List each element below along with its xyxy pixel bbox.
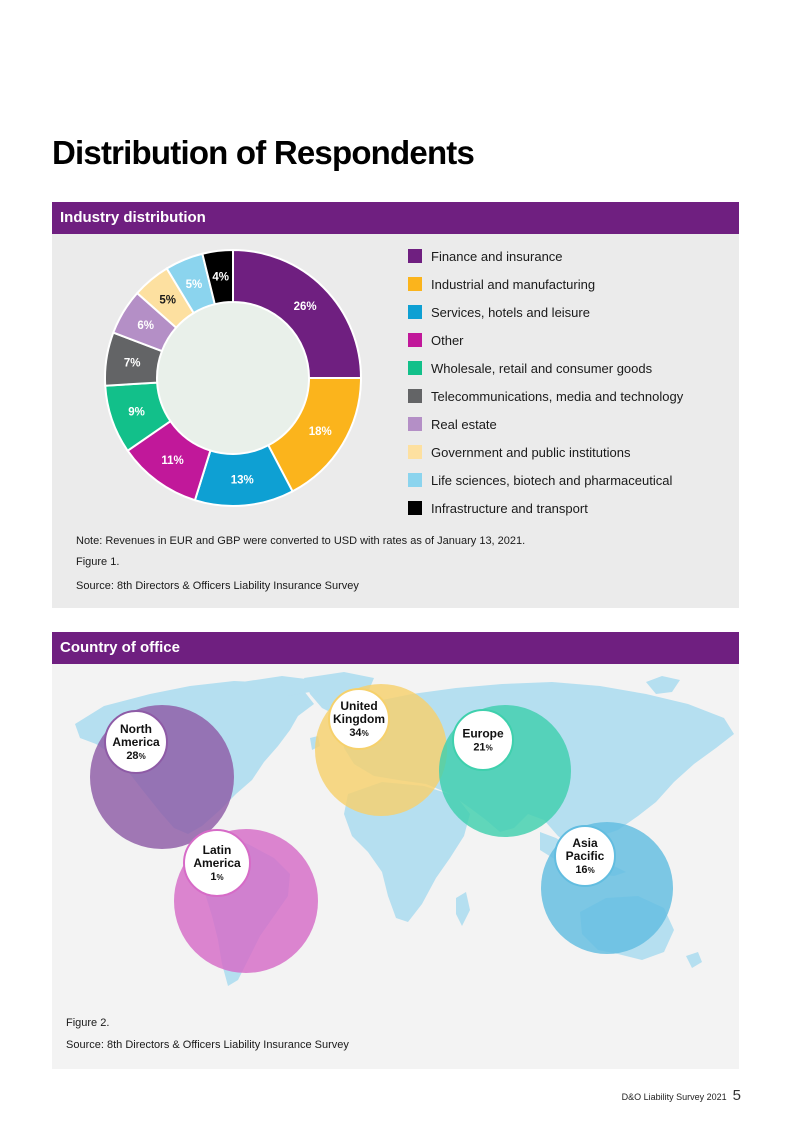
donut-data-label: 7% — [124, 358, 141, 370]
donut-data-label: 5% — [159, 295, 176, 307]
legend-label: Other — [431, 332, 464, 348]
legend-item-life-sciences-biotech-and-pharmaceutical: Life sciences, biotech and pharmaceutica… — [408, 466, 683, 494]
legend-label: Real estate — [431, 416, 497, 432]
region-label-badge-asia-pacific — [554, 825, 616, 887]
legend-item-telecommunications-media-and-technology: Telecommunications, media and technology — [408, 382, 683, 410]
donut-data-label: 11% — [161, 455, 183, 467]
region-share: 34% — [349, 727, 368, 739]
legend-item-services-hotels-and-leisure: Services, hotels and leisure — [408, 298, 683, 326]
legend-label: Life sciences, biotech and pharmaceutica… — [431, 472, 673, 488]
donut-data-label: 5% — [186, 279, 203, 291]
legend-swatch — [408, 445, 422, 459]
legend-swatch — [408, 333, 422, 347]
page-footer: D&O Liability Survey 2021 5 — [622, 1087, 741, 1104]
figure-1-label: Figure 1. — [76, 556, 120, 568]
donut-data-label: 18% — [309, 426, 332, 438]
figure-1-source: Source: 8th Directors & Officers Liabili… — [76, 580, 359, 592]
legend-swatch — [408, 361, 422, 375]
industry-legend: Finance and insurance Industrial and manu… — [408, 242, 683, 522]
region-name: Pacific — [566, 849, 605, 863]
legend-item-real-estate: Real estate — [408, 410, 683, 438]
industry-panel: 26% 18% 13% 11% 9% 7% 6% 5% 5% 4% Finance and ins… — [52, 234, 739, 608]
figure-2-label: Figure 2. — [66, 1017, 110, 1029]
donut-data-label: 9% — [128, 406, 145, 418]
legend-item-other: Other — [408, 326, 683, 354]
legend-label: Finance and insurance — [431, 248, 563, 264]
legend-label: Government and public institutions — [431, 444, 631, 460]
region-share: 1% — [210, 871, 223, 883]
legend-swatch — [408, 473, 422, 487]
region-label-badge-united-kingdom — [328, 688, 390, 750]
region-label-badge-europe — [452, 709, 514, 771]
figure-2-source: Source: 8th Directors & Officers Liabili… — [66, 1039, 349, 1051]
page-number: 5 — [732, 1087, 741, 1104]
region-name: Asia — [572, 836, 598, 850]
region-name: Kingdom — [333, 712, 385, 726]
region-name: America — [112, 735, 160, 749]
legend-swatch — [408, 389, 422, 403]
legend-swatch — [408, 417, 422, 431]
legend-item-finance-and-insurance: Finance and insurance — [408, 242, 683, 270]
country-panel: North America 28% Latin America 1% United Kingd… — [52, 664, 739, 1069]
region-label-badge-north-america — [104, 710, 168, 774]
page-title: Distribution of Respondents — [52, 134, 475, 171]
region-share: 16% — [575, 864, 594, 876]
legend-swatch — [408, 249, 422, 263]
region-label-badge-latin-america — [183, 829, 251, 897]
legend-label: Wholesale, retail and consumer goods — [431, 360, 653, 376]
legend-swatch — [408, 501, 422, 515]
region-name: North — [120, 722, 152, 736]
donut-data-label: 6% — [137, 320, 154, 332]
donut-slice-infrastructure-and-transport — [201, 248, 234, 306]
footer-text: D&O Liability Survey 2021 — [621, 1092, 727, 1102]
legend-label: Industrial and manufacturing — [431, 276, 596, 292]
donut-center — [157, 302, 309, 454]
region-name: United — [340, 699, 377, 713]
donut-data-label: 13% — [231, 475, 254, 487]
revenue-note: Note: Revenues in EUR and GBP were conve… — [76, 535, 526, 547]
world-map: NorthAmerica28%LatinAmerica1%UnitedKingd… — [75, 672, 734, 986]
industry-section-header: Industry distribution — [52, 202, 739, 234]
region-name: America — [193, 856, 241, 870]
region-share: 21% — [473, 742, 492, 754]
legend-swatch — [408, 305, 422, 319]
legend-item-wholesale-retail-and-consumer-goods: Wholesale, retail and consumer goods — [408, 354, 683, 382]
donut-slice-finance-and-insurance — [232, 248, 363, 379]
legend-item-government-and-public-institutions: Government and public institutions — [408, 438, 683, 466]
legend-item-infrastructure-and-transport: Infrastructure and transport — [408, 494, 683, 522]
region-name: Europe — [462, 727, 504, 741]
legend-swatch — [408, 277, 422, 291]
legend-label: Infrastructure and transport — [431, 500, 588, 516]
donut-data-label: 26% — [294, 301, 317, 313]
country-section-header: Country of office — [52, 632, 739, 664]
legend-label: Services, hotels and leisure — [431, 304, 590, 320]
donut-data-label: 4% — [212, 272, 229, 284]
region-share: 28% — [126, 750, 145, 762]
industry-donut-chart: 26% 18% 13% 11% 9% 7% 6% 5% 5% 4% — [104, 248, 363, 507]
region-name: Latin — [203, 843, 232, 857]
legend-label: Telecommunications, media and technology — [431, 388, 684, 404]
legend-item-industrial-and-manufacturing: Industrial and manufacturing — [408, 270, 683, 298]
